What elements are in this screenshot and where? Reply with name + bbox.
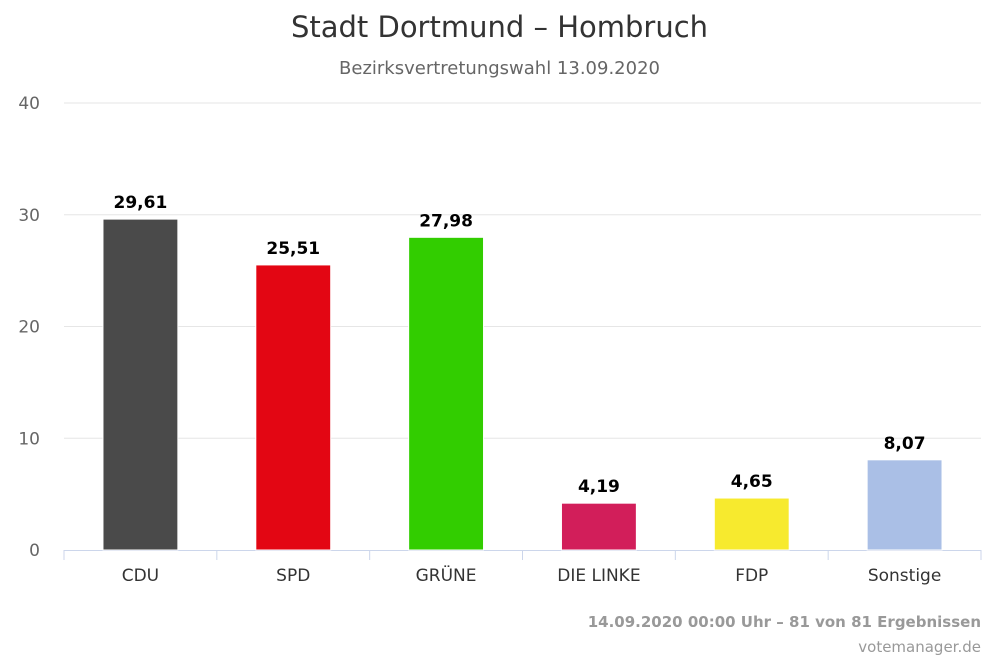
bar-die-linke[interactable] — [560, 502, 637, 551]
x-axis — [63, 550, 982, 560]
data-label: 25,51 — [266, 239, 320, 259]
y-tick-label: 40 — [18, 94, 40, 114]
y-tick-label: 30 — [18, 206, 40, 226]
labels: 0 10 20 30 40 29,61 CDU 25,51 SPD 27,98 GRÜNE 4,19 D… — [18, 94, 941, 586]
y-tick-label: 0 — [29, 541, 40, 561]
data-label: 4,19 — [578, 477, 620, 497]
x-category-label: DIE LINKE — [557, 566, 640, 586]
data-label: 8,07 — [884, 434, 926, 454]
x-category-label: CDU — [122, 566, 159, 586]
bar-cdu[interactable] — [102, 218, 179, 551]
bars — [102, 218, 943, 551]
x-category-label: Sonstige — [868, 566, 941, 586]
bar-sonstige[interactable] — [866, 459, 943, 551]
x-category-label: FDP — [735, 566, 768, 586]
y-tick-label: 10 — [18, 429, 40, 449]
bar-spd[interactable] — [255, 264, 332, 551]
x-category-label: GRÜNE — [416, 564, 477, 586]
chart-title: Stadt Dortmund – Hombruch — [290, 10, 709, 44]
data-label: 27,98 — [419, 211, 473, 231]
source-credit: votemanager.de — [858, 638, 981, 656]
chart-subtitle: Bezirksvertretungswahl 13.09.2020 — [339, 58, 660, 79]
data-label: 29,61 — [114, 193, 168, 213]
results-status: 14.09.2020 00:00 Uhr – 81 von 81 Ergebni… — [587, 613, 981, 631]
gridlines — [64, 102, 981, 439]
bar-grüne[interactable] — [408, 236, 485, 551]
y-tick-label: 20 — [18, 318, 40, 338]
x-category-label: SPD — [276, 566, 310, 586]
bar-fdp[interactable] — [713, 497, 790, 551]
data-label: 4,65 — [731, 472, 773, 492]
